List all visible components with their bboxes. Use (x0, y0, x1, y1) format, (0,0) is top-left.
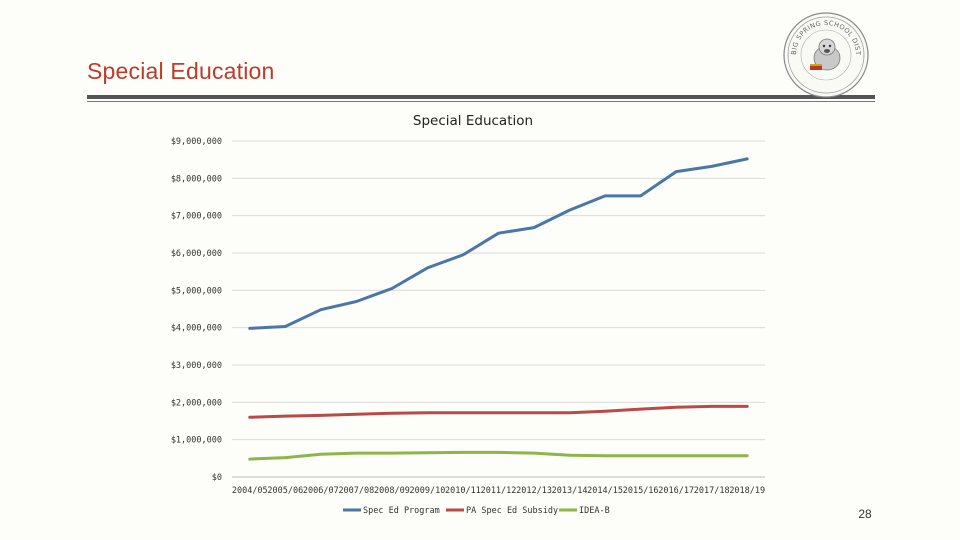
x-tick-label: 2018/19 (729, 486, 765, 496)
x-tick-label: 2005/06 (267, 486, 303, 496)
district-seal-logo: BIG SPRING SCHOOL DISTRICT (782, 11, 869, 98)
y-tick-label: $3,000,000 (171, 361, 222, 371)
x-tick-label: 2013/14 (552, 486, 588, 496)
series-line (248, 157, 749, 330)
y-tick-label: $4,000,000 (171, 324, 222, 334)
x-tick-label: 2016/17 (658, 486, 694, 496)
y-tick-label: $2,000,000 (171, 398, 222, 408)
y-tick-label: $5,000,000 (171, 286, 222, 296)
y-tick-label: $6,000,000 (171, 249, 222, 259)
x-tick-label: 2008/09 (374, 486, 410, 496)
legend-label: PA Spec Ed Subsidy (466, 506, 558, 516)
x-tick-label: 2010/11 (445, 486, 481, 496)
x-tick-label: 2015/16 (623, 486, 659, 496)
page-number: 28 (858, 507, 872, 521)
title-rule-thin (87, 101, 875, 102)
title-rule-thick (87, 95, 875, 99)
y-tick-label: $7,000,000 (171, 212, 222, 222)
x-tick-label: 2017/18 (694, 486, 730, 496)
x-tick-label: 2009/10 (410, 486, 446, 496)
x-tick-label: 2004/05 (232, 486, 268, 496)
series-line (248, 450, 749, 461)
x-tick-label: 2014/15 (587, 486, 623, 496)
series-line (248, 404, 749, 419)
y-tick-label: $8,000,000 (171, 174, 222, 184)
y-tick-label: $0 (212, 473, 222, 483)
legend-label: Spec Ed Program (363, 506, 440, 516)
chart-title: Special Education (413, 113, 533, 129)
x-tick-label: 2012/13 (516, 486, 552, 496)
x-tick-label: 2006/07 (303, 486, 339, 496)
y-tick-label: $1,000,000 (171, 436, 222, 446)
x-tick-label: 2007/08 (338, 486, 374, 496)
x-tick-label: 2011/12 (481, 486, 517, 496)
slide-title: Special Education (87, 58, 275, 84)
y-tick-label: $9,000,000 (171, 137, 222, 147)
legend-label: IDEA-B (579, 506, 610, 516)
